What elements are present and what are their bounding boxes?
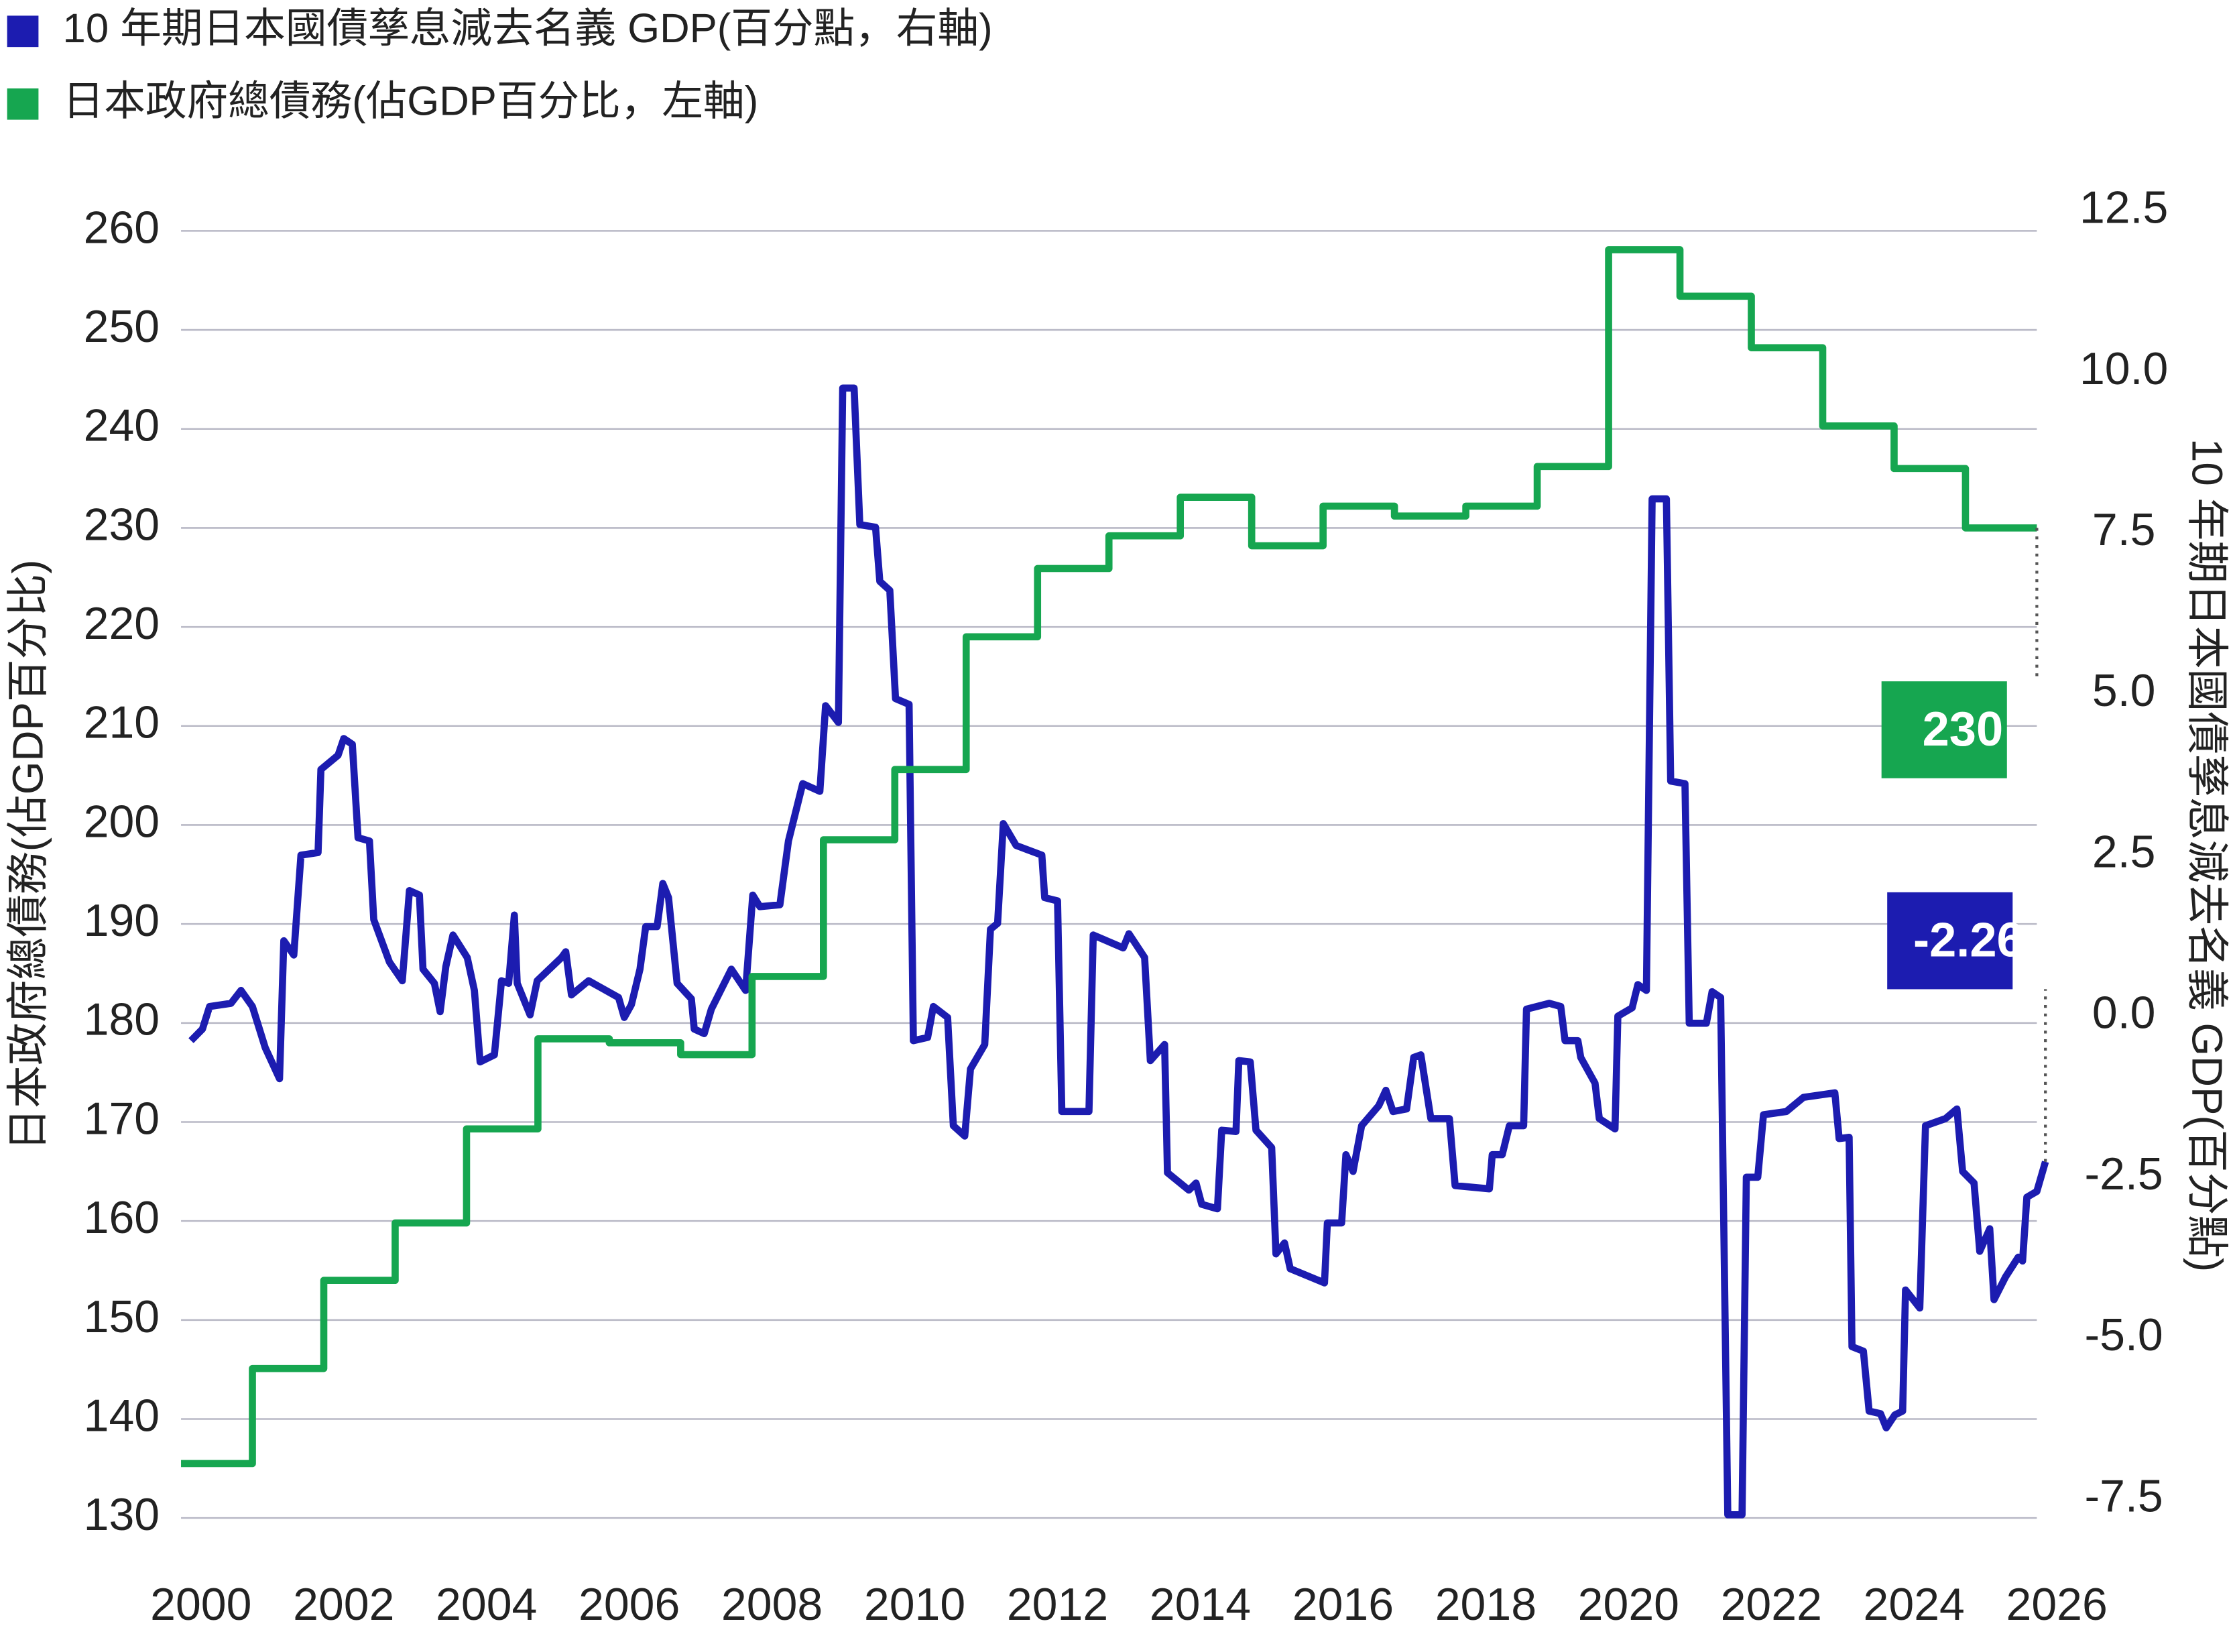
x-tick-label: 2014 [1150,1579,1251,1630]
y2-tick-label: 0.0 [2092,988,2156,1039]
y2-tick-label: -2.5 [2085,1148,2163,1199]
y-tick-label: 140 [84,1390,160,1441]
y-tick-label: 160 [84,1192,160,1243]
x-tick-label: 2016 [1292,1579,1394,1630]
x-tick-label: 2010 [864,1579,965,1630]
y-tick-label: 170 [84,1093,160,1144]
legend-swatch [7,88,39,120]
legend-swatch [7,15,39,48]
y-tick-label: 150 [84,1291,160,1342]
y2-tick-label: -7.5 [2085,1470,2163,1521]
x-tick-label: 2002 [293,1579,394,1630]
legend-label: 10 年期日本國債孳息減去名義 GDP(百分點，右軸) [63,5,993,52]
value-label: 230 [1923,703,2004,756]
y2-tick-label: 7.5 [2092,504,2156,555]
y-tick-label: 260 [84,202,160,253]
y-tick-label: 240 [84,400,160,451]
y2-tick-label: 10.0 [2079,343,2168,394]
value-label-box [1881,681,2007,778]
y2-tick-label: -5.0 [2085,1309,2163,1360]
y-tick-label: 190 [84,895,160,946]
y2-tick-label: 12.5 [2079,182,2168,233]
x-tick-label: 2006 [579,1579,680,1630]
x-tick-label: 2018 [1435,1579,1536,1630]
x-tick-label: 2020 [1578,1579,1679,1630]
x-tick-label: 2022 [1721,1579,1822,1630]
y-tick-label: 200 [84,796,160,847]
legend-label: 日本政府總債務(佔GDP百分比，左軸) [63,78,759,124]
y-tick-label: 210 [84,697,160,748]
y2-tick-label: 5.0 [2092,665,2156,716]
y-tick-label: 230 [84,499,160,550]
value-label-box [1887,892,2013,990]
line-series [181,246,2037,1468]
line-series [188,384,2049,1519]
y2-axis-title: 10 年期日本國債孳息減去名義 GDP(百分點) [2183,438,2231,1272]
x-tick-label: 2012 [1007,1579,1108,1630]
value-label: -2.26 [1913,913,2024,967]
x-tick-label: 2000 [150,1579,251,1630]
x-tick-label: 2008 [721,1579,823,1630]
y2-tick-label: 2.5 [2092,826,2156,877]
y-tick-label: 220 [84,598,160,649]
y-tick-label: 180 [84,994,160,1045]
y-tick-label: 130 [84,1489,160,1540]
y-axis-title: 日本政府總債務(佔GDP百分比) [4,560,52,1151]
x-tick-label: 2024 [1864,1579,1965,1630]
y-tick-label: 250 [84,301,160,352]
x-tick-label: 2004 [436,1579,537,1630]
x-tick-label: 2026 [2006,1579,2108,1630]
